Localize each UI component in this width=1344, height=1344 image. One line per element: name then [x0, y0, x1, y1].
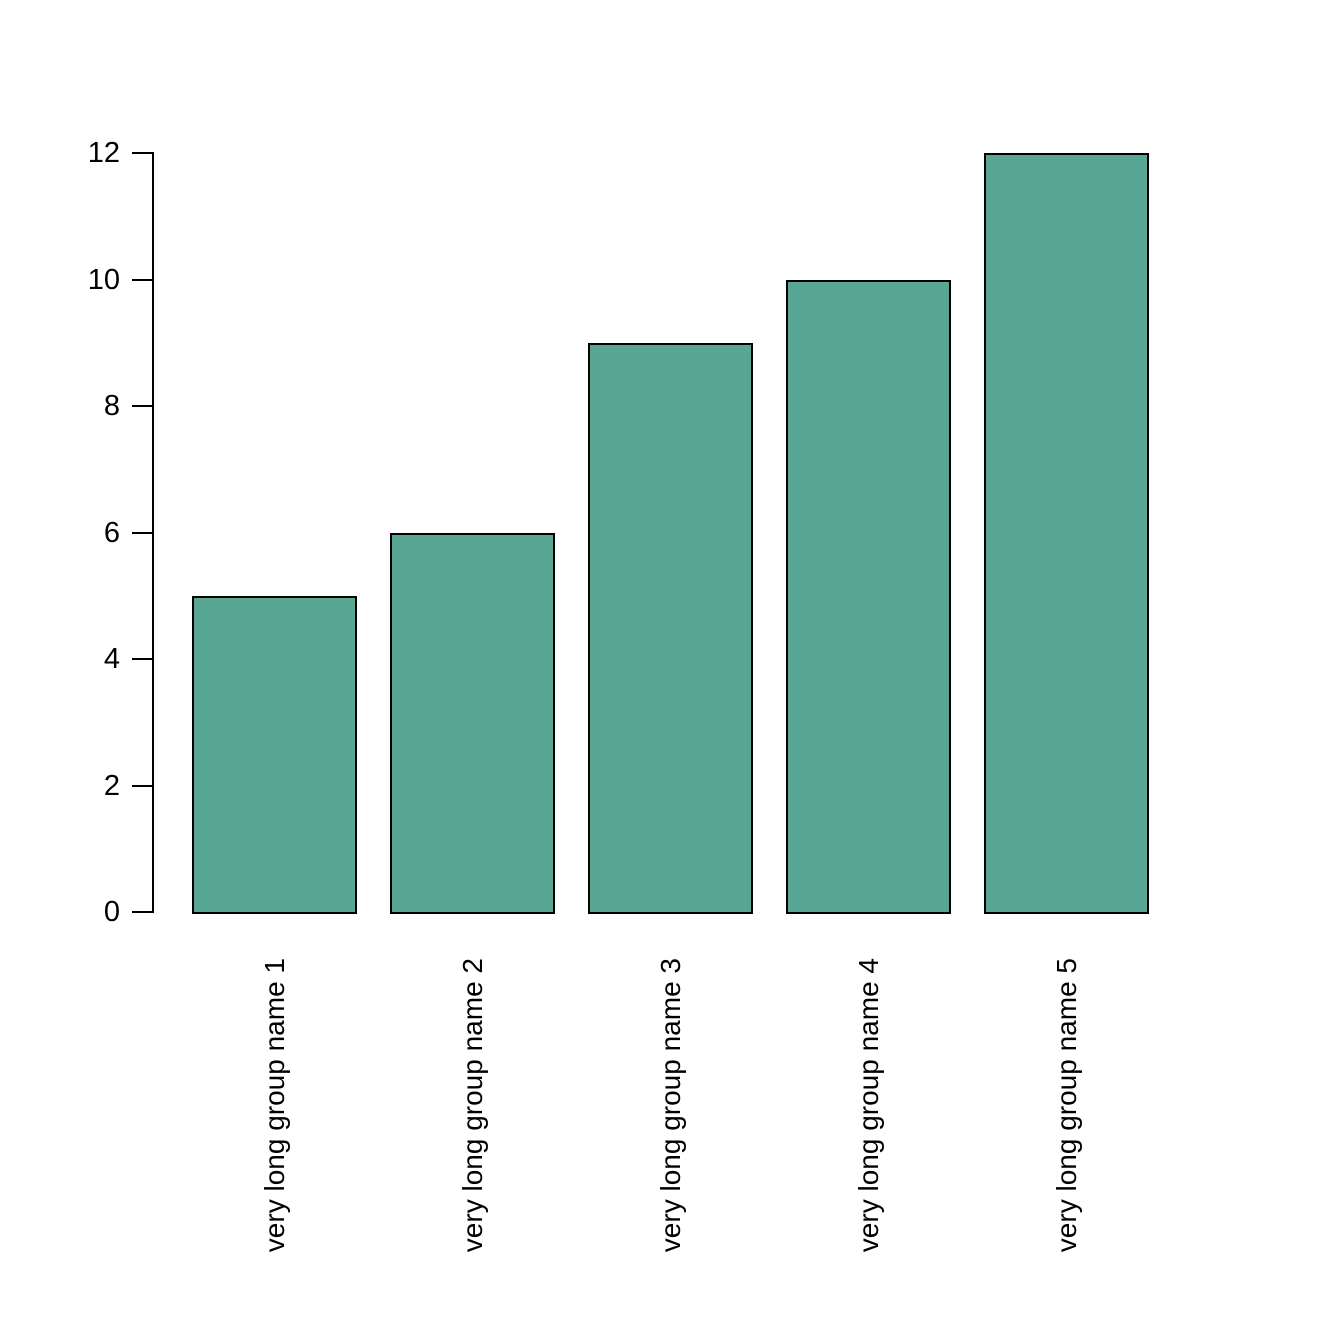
x-tick-label: very long group name 3 [654, 958, 686, 1253]
y-tick-label: 12 [87, 137, 120, 169]
bar-very-long-group-name-2 [390, 532, 555, 914]
x-tick-label: very long group name 2 [456, 958, 488, 1253]
y-tick-label: 4 [103, 643, 120, 675]
y-tick [132, 405, 152, 407]
y-tick-label: 8 [103, 390, 120, 422]
bar-very-long-group-name-3 [588, 342, 753, 914]
x-tick-label: very long group name 4 [852, 958, 884, 1253]
x-tick-label: very long group name 5 [1050, 958, 1082, 1253]
bar-very-long-group-name-5 [984, 153, 1149, 914]
y-tick-label: 2 [103, 769, 120, 802]
y-tick [132, 911, 152, 913]
y-tick-label: 0 [103, 896, 120, 928]
y-tick [132, 784, 152, 787]
y-tick [132, 531, 152, 534]
y-tick-label: 6 [103, 516, 120, 549]
y-tick [132, 658, 152, 660]
y-tick [132, 152, 152, 154]
x-tick-label: very long group name 1 [258, 958, 290, 1253]
y-tick-label: 10 [87, 263, 120, 296]
bar-very-long-group-name-1 [192, 595, 357, 914]
bar-very-long-group-name-4 [786, 279, 951, 914]
y-axis-line [152, 152, 154, 913]
y-tick [132, 278, 152, 281]
